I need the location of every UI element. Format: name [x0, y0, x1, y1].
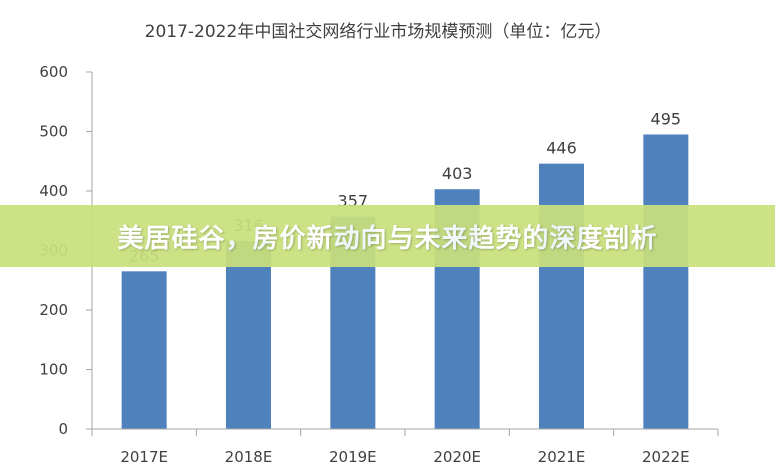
x-tick-label: 2017E — [120, 448, 168, 466]
y-tick-label: 100 — [39, 361, 68, 379]
bars: 265316357403446495 — [121, 109, 689, 429]
y-tick-label: 600 — [39, 63, 68, 81]
data-label: 446 — [546, 139, 577, 158]
y-tick-label: 400 — [39, 182, 68, 200]
x-tick-label: 2018E — [225, 448, 273, 466]
x-axis: 2017E 2018E 2019E 2020E 2021E 2022E — [91, 428, 719, 466]
bar-2022E — [643, 134, 689, 429]
bar-2017E — [121, 271, 167, 429]
x-tick-label: 2021E — [538, 448, 586, 466]
x-tick-label: 2022E — [642, 448, 690, 466]
y-tick-label: 0 — [58, 420, 68, 438]
chart-title: 2017-2022年中国社交网络行业市场规模预测（单位：亿元） — [145, 22, 612, 42]
y-tick-label: 500 — [39, 123, 68, 141]
x-tick-label: 2020E — [433, 448, 481, 466]
data-label: 403 — [442, 164, 473, 183]
bar-2018E — [226, 240, 271, 429]
data-label: 495 — [651, 109, 682, 128]
bar-2021E — [539, 163, 584, 429]
y-tick-label: 200 — [39, 301, 68, 319]
x-tick-label: 2019E — [329, 448, 377, 466]
title-banner: 美居硅谷，房价新动向与未来趋势的深度剖析 — [0, 205, 775, 267]
banner-headline: 美居硅谷，房价新动向与未来趋势的深度剖析 — [117, 223, 658, 254]
